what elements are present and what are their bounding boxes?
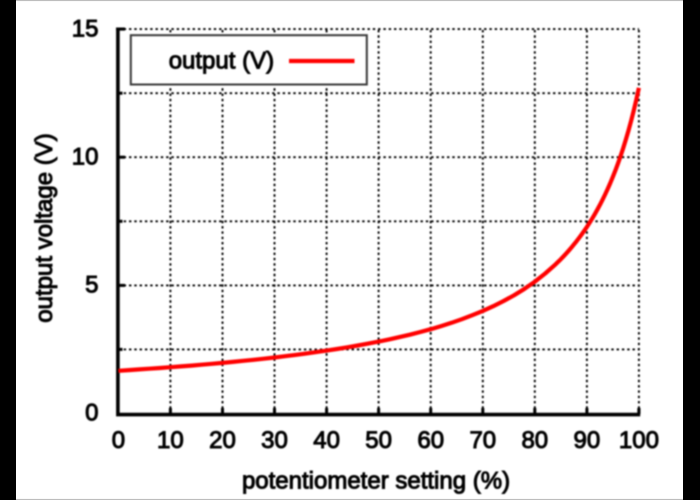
svg-text:80: 80: [521, 427, 548, 454]
svg-text:output (V): output (V): [169, 48, 274, 75]
svg-text:30: 30: [261, 427, 288, 454]
svg-text:output voltage (V): output voltage (V): [31, 133, 58, 322]
svg-text:20: 20: [209, 427, 236, 454]
svg-text:70: 70: [469, 427, 496, 454]
svg-text:100: 100: [619, 427, 659, 454]
svg-text:40: 40: [313, 427, 340, 454]
svg-text:50: 50: [365, 427, 392, 454]
svg-text:60: 60: [417, 427, 444, 454]
svg-text:10: 10: [157, 427, 184, 454]
svg-text:0: 0: [85, 400, 98, 427]
svg-text:0: 0: [112, 427, 125, 454]
svg-text:15: 15: [72, 15, 99, 42]
svg-text:5: 5: [85, 272, 98, 299]
svg-text:10: 10: [72, 143, 99, 170]
svg-text:90: 90: [574, 427, 601, 454]
svg-text:potentiometer setting (%): potentiometer setting (%): [242, 467, 510, 494]
